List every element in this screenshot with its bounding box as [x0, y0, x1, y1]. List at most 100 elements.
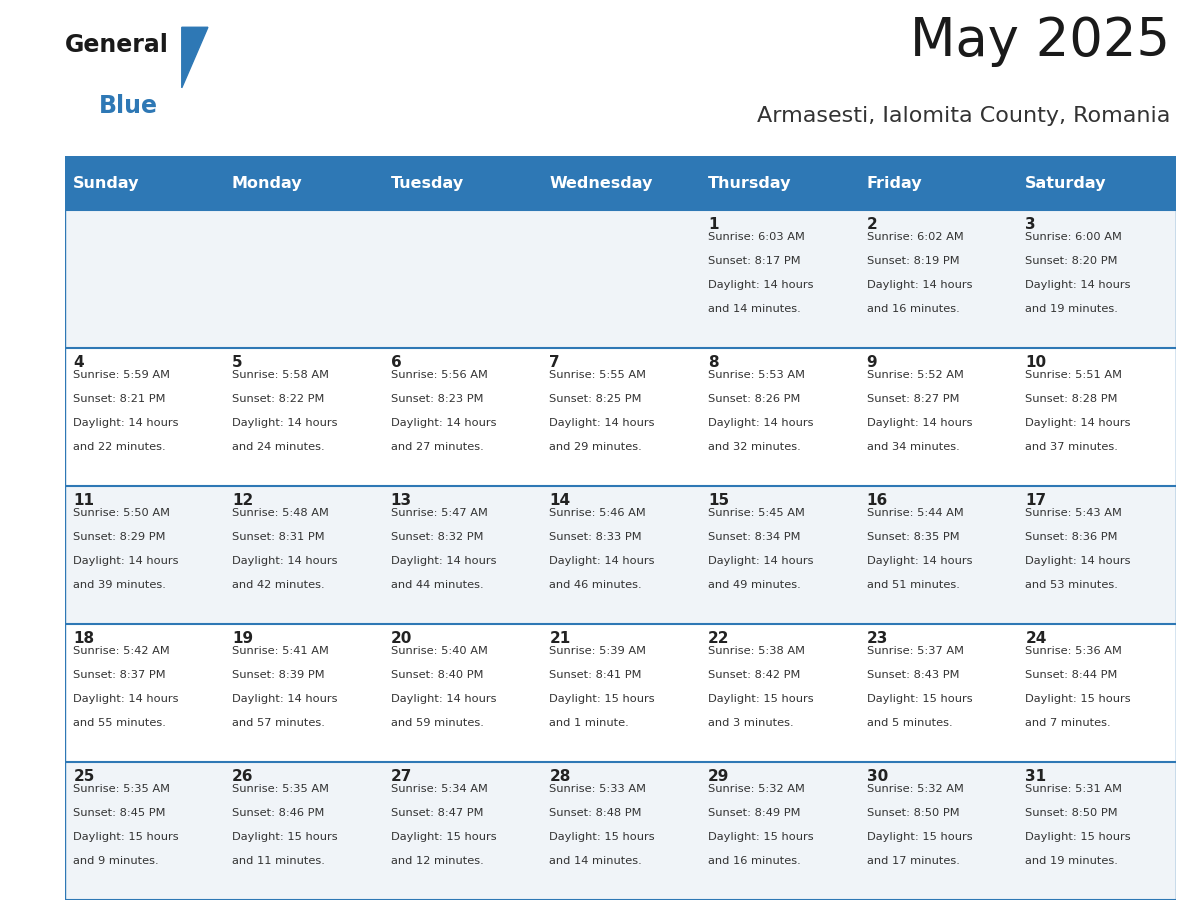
Text: Sunset: 8:39 PM: Sunset: 8:39 PM — [232, 670, 324, 680]
Bar — [225, 486, 383, 624]
Bar — [1017, 156, 1176, 210]
Text: Daylight: 14 hours: Daylight: 14 hours — [232, 694, 337, 704]
Text: and 39 minutes.: and 39 minutes. — [74, 580, 166, 590]
Text: Daylight: 14 hours: Daylight: 14 hours — [232, 419, 337, 428]
Text: 29: 29 — [708, 768, 729, 784]
Text: Sunrise: 5:44 AM: Sunrise: 5:44 AM — [867, 508, 963, 518]
Bar — [383, 210, 542, 348]
Text: Sunset: 8:49 PM: Sunset: 8:49 PM — [708, 808, 801, 818]
Text: 16: 16 — [867, 493, 887, 508]
Text: and 44 minutes.: and 44 minutes. — [391, 580, 484, 590]
Text: Sunset: 8:26 PM: Sunset: 8:26 PM — [708, 394, 801, 404]
Bar — [542, 486, 700, 624]
Text: Friday: Friday — [867, 175, 922, 191]
Text: Daylight: 14 hours: Daylight: 14 hours — [708, 556, 814, 566]
Text: Blue: Blue — [99, 94, 158, 118]
Text: Daylight: 15 hours: Daylight: 15 hours — [867, 694, 972, 704]
Text: Monday: Monday — [232, 175, 303, 191]
Text: Sunrise: 5:58 AM: Sunrise: 5:58 AM — [232, 370, 329, 380]
Bar — [700, 156, 859, 210]
Text: Daylight: 14 hours: Daylight: 14 hours — [1025, 556, 1131, 566]
Text: and 5 minutes.: and 5 minutes. — [867, 718, 953, 728]
Bar — [859, 486, 1017, 624]
Bar — [859, 348, 1017, 486]
Text: Daylight: 15 hours: Daylight: 15 hours — [1025, 694, 1131, 704]
Text: Sunset: 8:31 PM: Sunset: 8:31 PM — [232, 532, 324, 542]
Text: Sunset: 8:21 PM: Sunset: 8:21 PM — [74, 394, 166, 404]
Text: and 16 minutes.: and 16 minutes. — [708, 856, 801, 866]
Text: Sunrise: 5:56 AM: Sunrise: 5:56 AM — [391, 370, 487, 380]
Text: Tuesday: Tuesday — [391, 175, 463, 191]
Bar — [859, 210, 1017, 348]
Bar — [542, 348, 700, 486]
Text: 30: 30 — [867, 768, 887, 784]
Text: Sunset: 8:19 PM: Sunset: 8:19 PM — [867, 256, 960, 266]
Text: 14: 14 — [549, 493, 570, 508]
Bar — [65, 348, 225, 486]
Text: 21: 21 — [549, 631, 570, 646]
Text: Sunset: 8:20 PM: Sunset: 8:20 PM — [1025, 256, 1118, 266]
Text: Daylight: 14 hours: Daylight: 14 hours — [708, 419, 814, 428]
Text: Daylight: 15 hours: Daylight: 15 hours — [549, 832, 655, 842]
Text: Sunrise: 5:32 AM: Sunrise: 5:32 AM — [867, 784, 963, 793]
Bar — [859, 624, 1017, 762]
Bar — [542, 762, 700, 900]
Text: Sunrise: 5:40 AM: Sunrise: 5:40 AM — [391, 645, 487, 655]
Text: Daylight: 14 hours: Daylight: 14 hours — [1025, 419, 1131, 428]
Bar — [542, 210, 700, 348]
Text: Daylight: 14 hours: Daylight: 14 hours — [232, 556, 337, 566]
Text: Sunset: 8:42 PM: Sunset: 8:42 PM — [708, 670, 801, 680]
Text: 9: 9 — [867, 355, 877, 370]
Text: and 59 minutes.: and 59 minutes. — [391, 718, 484, 728]
Text: 15: 15 — [708, 493, 729, 508]
Text: Daylight: 15 hours: Daylight: 15 hours — [708, 832, 814, 842]
Text: Sunrise: 5:52 AM: Sunrise: 5:52 AM — [867, 370, 963, 380]
Text: 1: 1 — [708, 218, 719, 232]
Bar — [542, 156, 700, 210]
Text: Sunset: 8:40 PM: Sunset: 8:40 PM — [391, 670, 484, 680]
Text: Sunrise: 5:41 AM: Sunrise: 5:41 AM — [232, 645, 329, 655]
Text: Sunset: 8:22 PM: Sunset: 8:22 PM — [232, 394, 324, 404]
Text: Daylight: 14 hours: Daylight: 14 hours — [549, 556, 655, 566]
Bar — [700, 624, 859, 762]
Bar — [1017, 624, 1176, 762]
Text: Daylight: 14 hours: Daylight: 14 hours — [549, 419, 655, 428]
Bar — [65, 762, 225, 900]
Text: Daylight: 15 hours: Daylight: 15 hours — [74, 832, 179, 842]
Text: and 27 minutes.: and 27 minutes. — [391, 442, 484, 453]
Text: Sunrise: 5:53 AM: Sunrise: 5:53 AM — [708, 370, 805, 380]
Text: Daylight: 15 hours: Daylight: 15 hours — [232, 832, 337, 842]
Text: Sunset: 8:17 PM: Sunset: 8:17 PM — [708, 256, 801, 266]
Text: Sunrise: 5:50 AM: Sunrise: 5:50 AM — [74, 508, 170, 518]
Bar — [859, 156, 1017, 210]
Bar — [1017, 348, 1176, 486]
Text: 4: 4 — [74, 355, 84, 370]
Text: 22: 22 — [708, 631, 729, 646]
Text: Sunrise: 5:37 AM: Sunrise: 5:37 AM — [867, 645, 963, 655]
Text: Sunset: 8:46 PM: Sunset: 8:46 PM — [232, 808, 324, 818]
Polygon shape — [182, 28, 208, 88]
Text: 26: 26 — [232, 768, 253, 784]
Text: 13: 13 — [391, 493, 412, 508]
Text: Daylight: 15 hours: Daylight: 15 hours — [549, 694, 655, 704]
Bar — [383, 486, 542, 624]
Text: Sunrise: 6:02 AM: Sunrise: 6:02 AM — [867, 232, 963, 242]
Text: Sunrise: 5:32 AM: Sunrise: 5:32 AM — [708, 784, 805, 793]
Text: and 22 minutes.: and 22 minutes. — [74, 442, 166, 453]
Text: Daylight: 15 hours: Daylight: 15 hours — [708, 694, 814, 704]
Text: 28: 28 — [549, 768, 570, 784]
Text: 19: 19 — [232, 631, 253, 646]
Text: 25: 25 — [74, 768, 95, 784]
Bar — [1017, 210, 1176, 348]
Bar — [225, 624, 383, 762]
Text: General: General — [65, 33, 169, 57]
Text: and 51 minutes.: and 51 minutes. — [867, 580, 960, 590]
Text: 18: 18 — [74, 631, 94, 646]
Text: Sunrise: 5:42 AM: Sunrise: 5:42 AM — [74, 645, 170, 655]
Bar — [700, 486, 859, 624]
Bar — [383, 624, 542, 762]
Text: Sunset: 8:27 PM: Sunset: 8:27 PM — [867, 394, 959, 404]
Text: Sunset: 8:35 PM: Sunset: 8:35 PM — [867, 532, 960, 542]
Text: Sunset: 8:44 PM: Sunset: 8:44 PM — [1025, 670, 1118, 680]
Text: Daylight: 15 hours: Daylight: 15 hours — [867, 832, 972, 842]
